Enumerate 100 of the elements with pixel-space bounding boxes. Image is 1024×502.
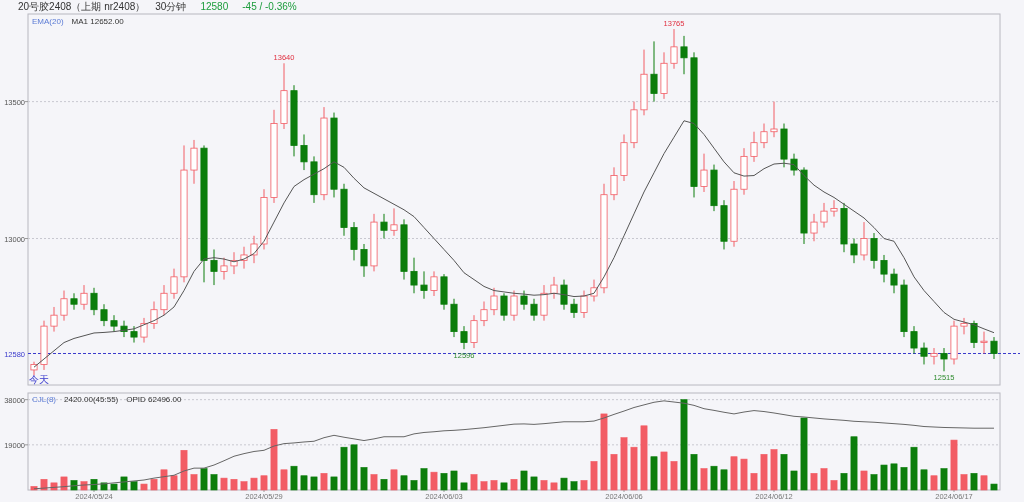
candlestick xyxy=(540,284,548,322)
candlestick xyxy=(670,28,678,70)
bar xyxy=(510,479,518,491)
bar xyxy=(390,469,398,491)
bar xyxy=(480,481,488,491)
candlestick xyxy=(490,287,498,316)
candlestick xyxy=(520,290,528,311)
candlestick xyxy=(460,325,468,350)
bar xyxy=(150,479,158,491)
candlestick xyxy=(920,342,928,365)
annotation: OPID 62496.00 xyxy=(126,395,182,404)
bar xyxy=(190,474,198,491)
bar xyxy=(370,474,378,491)
bar xyxy=(560,477,568,491)
bar xyxy=(440,473,448,491)
bar xyxy=(500,482,508,491)
candlestick xyxy=(650,40,658,103)
bar xyxy=(950,439,958,491)
candlestick xyxy=(610,166,618,201)
bar xyxy=(470,474,478,491)
candlestick xyxy=(220,257,228,281)
candlestick xyxy=(580,290,588,319)
bar xyxy=(720,469,728,491)
candlestick xyxy=(570,298,578,319)
annotation: 2420.00(45:55) xyxy=(64,395,119,404)
bar xyxy=(290,465,298,491)
bar xyxy=(880,464,888,491)
candlestick xyxy=(60,290,68,322)
annotation: EMA(20) xyxy=(32,17,64,26)
bar xyxy=(870,474,878,491)
candlestick xyxy=(190,139,198,185)
candlestick xyxy=(90,287,98,316)
candlestick xyxy=(930,347,938,365)
bar xyxy=(220,477,228,491)
candlestick xyxy=(140,317,148,344)
candlestick xyxy=(960,317,968,335)
bar xyxy=(680,399,688,491)
candlestick xyxy=(110,314,118,333)
candlestick xyxy=(380,213,388,240)
bar xyxy=(280,469,288,491)
bar xyxy=(230,479,238,491)
bar xyxy=(380,479,388,491)
candlestick xyxy=(680,35,688,75)
candlestick xyxy=(550,276,558,300)
bar xyxy=(740,458,748,491)
candlestick xyxy=(890,268,898,294)
bar xyxy=(640,425,648,491)
bar xyxy=(460,482,468,491)
bar xyxy=(810,473,818,491)
bar xyxy=(130,481,138,491)
bar xyxy=(350,444,358,491)
candlestick xyxy=(470,314,478,349)
bar xyxy=(310,476,318,491)
candlestick xyxy=(970,320,978,349)
bar xyxy=(200,468,208,491)
bar xyxy=(260,475,268,491)
bar xyxy=(920,469,928,491)
candlestick xyxy=(160,284,168,316)
bar xyxy=(570,481,578,491)
chart-title: 20号胶2408（上期 nr2408） xyxy=(18,1,146,12)
candlestick xyxy=(100,303,108,327)
candlestick xyxy=(820,202,828,229)
bar xyxy=(430,471,438,491)
annotation: 今天 xyxy=(29,374,49,385)
candlestick xyxy=(500,292,508,322)
bar xyxy=(850,436,858,491)
bar xyxy=(670,461,678,491)
bar xyxy=(930,475,938,491)
bar xyxy=(710,465,718,491)
bar xyxy=(820,468,828,491)
bar xyxy=(110,483,118,491)
bar xyxy=(520,470,528,491)
candlestick xyxy=(530,298,538,322)
bar xyxy=(890,463,898,491)
bar xyxy=(600,413,608,491)
candlestick xyxy=(420,270,428,300)
bar xyxy=(960,474,968,491)
bar xyxy=(620,437,628,491)
bar xyxy=(410,480,418,491)
candlestick xyxy=(50,306,58,333)
candlestick xyxy=(850,238,858,264)
candlestick xyxy=(360,243,368,278)
bar xyxy=(550,482,558,491)
candlestick xyxy=(760,123,768,149)
bar xyxy=(300,475,308,491)
bar xyxy=(730,456,738,491)
text: 30分钟 xyxy=(155,1,187,12)
bar xyxy=(830,480,838,491)
candlestick xyxy=(880,254,888,283)
text: 12580 xyxy=(200,1,229,12)
bar xyxy=(330,476,338,491)
annotation: MA1 12652.00 xyxy=(71,17,125,26)
bar xyxy=(610,454,618,491)
bar xyxy=(180,450,188,491)
bar xyxy=(940,468,948,491)
candlestick xyxy=(910,325,918,355)
candlestick xyxy=(870,232,878,270)
candlestick xyxy=(990,336,998,360)
candlestick xyxy=(70,292,78,311)
candlestick xyxy=(860,221,868,261)
